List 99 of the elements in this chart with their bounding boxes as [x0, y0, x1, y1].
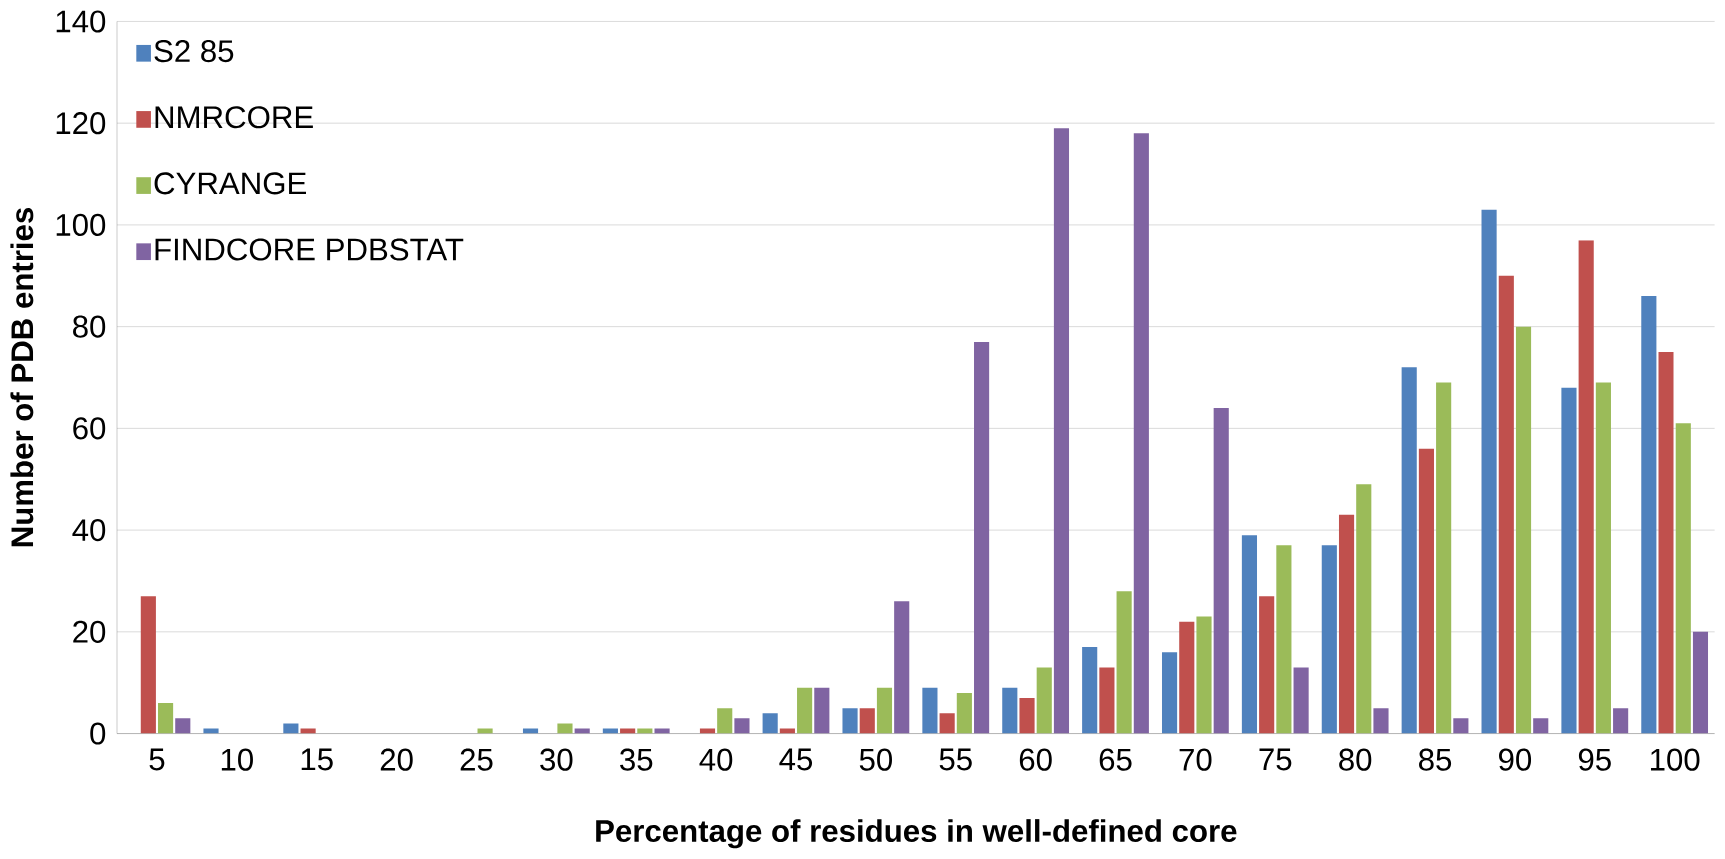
- x-tick-label: 10: [221, 748, 253, 771]
- y-axis-title: Number of PDB entries: [10, 208, 34, 547]
- bar: [574, 728, 590, 734]
- bar: [876, 687, 893, 734]
- bar: [1613, 708, 1629, 734]
- bar: [1179, 621, 1195, 734]
- y-tick-label: 140: [56, 10, 106, 33]
- x-tick-label: 35: [620, 748, 653, 771]
- bar: [1675, 423, 1691, 734]
- bar: [1401, 367, 1417, 734]
- y-tick-label: 80: [73, 315, 106, 338]
- bar: [859, 708, 875, 734]
- x-tick-label: 55: [939, 748, 972, 771]
- bar: [1356, 484, 1372, 734]
- legend-label: FINDCORE PDBSTAT: [155, 238, 464, 261]
- x-tick-label: 30: [540, 748, 573, 771]
- bar: [1436, 382, 1452, 734]
- bar: [922, 687, 938, 734]
- bar: [1578, 240, 1594, 734]
- bar: [1658, 352, 1674, 734]
- x-tick-label: 20: [380, 748, 413, 771]
- bar: [1099, 667, 1115, 734]
- bar: [637, 728, 653, 734]
- bar: [1082, 647, 1098, 734]
- bar: [620, 728, 636, 734]
- x-tick-label: 70: [1179, 748, 1212, 771]
- bar: [1293, 667, 1309, 734]
- x-axis-title: Percentage of residues in well-defined core: [596, 819, 1237, 849]
- bar: [779, 728, 795, 734]
- x-tick-label: 40: [699, 748, 733, 771]
- bar: [1533, 718, 1549, 734]
- bar: [797, 687, 813, 734]
- bar: [1453, 718, 1469, 734]
- bar: [477, 728, 493, 734]
- bar: [1481, 209, 1497, 734]
- bar: [1002, 687, 1018, 734]
- bar: [1498, 275, 1514, 734]
- bar: [1641, 296, 1657, 734]
- legend-label: S2 85: [154, 40, 234, 63]
- x-tick-label: 100: [1651, 748, 1700, 771]
- bar: [1259, 596, 1275, 734]
- x-tick-label: 85: [1419, 748, 1452, 771]
- x-tick-label: 65: [1099, 748, 1132, 771]
- legend-label: NMRCORE: [155, 106, 313, 129]
- y-tick-label: 20: [73, 620, 106, 643]
- y-tick-label: 40: [72, 519, 106, 542]
- x-tick-label: 25: [460, 748, 493, 771]
- bar: [1053, 128, 1070, 734]
- bar: [699, 728, 716, 734]
- bar: [762, 713, 778, 734]
- bar: [1515, 326, 1532, 734]
- y-tick-label: 0: [90, 722, 106, 745]
- legend-label: CYRANGE: [154, 172, 306, 195]
- y-tick-label: 100: [56, 213, 106, 237]
- bar: [1561, 387, 1577, 734]
- bar: [974, 342, 990, 734]
- bar: [203, 728, 219, 734]
- x-tick-label: 75: [1259, 748, 1292, 771]
- bar: [1196, 616, 1212, 734]
- bar: [157, 703, 174, 734]
- bar: [1373, 708, 1389, 734]
- bar: [175, 718, 191, 734]
- x-tick-label: 80: [1339, 748, 1372, 771]
- bar: [300, 728, 316, 734]
- x-tick-label: 50: [859, 748, 892, 771]
- x-tick-label: 45: [779, 748, 813, 771]
- x-tick-label: 5: [149, 748, 165, 771]
- bar: [734, 718, 750, 734]
- bar: [1161, 652, 1178, 734]
- bar: [557, 723, 573, 734]
- bar: [1213, 408, 1229, 734]
- y-tick-label: 120: [56, 112, 106, 135]
- bar: [939, 713, 955, 734]
- bar: [1595, 382, 1611, 734]
- bar: [842, 708, 858, 734]
- y-tick-label: 60: [73, 417, 106, 440]
- bar: [602, 728, 618, 734]
- bar: [894, 601, 910, 734]
- bar: [814, 687, 830, 734]
- bar: [1241, 535, 1258, 734]
- bar: [1321, 545, 1337, 734]
- x-tick-label: 15: [301, 748, 333, 771]
- x-tick-label: 95: [1578, 748, 1611, 771]
- bar: [1276, 545, 1292, 734]
- bar: [1338, 514, 1355, 734]
- x-tick-label: 60: [1019, 748, 1052, 771]
- bar: [1133, 133, 1149, 734]
- x-tick-label: 90: [1499, 748, 1532, 771]
- bar: [1116, 591, 1132, 734]
- bar: [1019, 698, 1035, 734]
- bar: [1418, 448, 1434, 734]
- bar: [140, 596, 156, 734]
- bar: [283, 723, 299, 734]
- bar: [717, 708, 733, 734]
- bar: [1692, 631, 1709, 734]
- bar: [654, 728, 670, 734]
- bar: [956, 692, 972, 734]
- bar: [522, 728, 539, 734]
- bar: [1036, 667, 1052, 734]
